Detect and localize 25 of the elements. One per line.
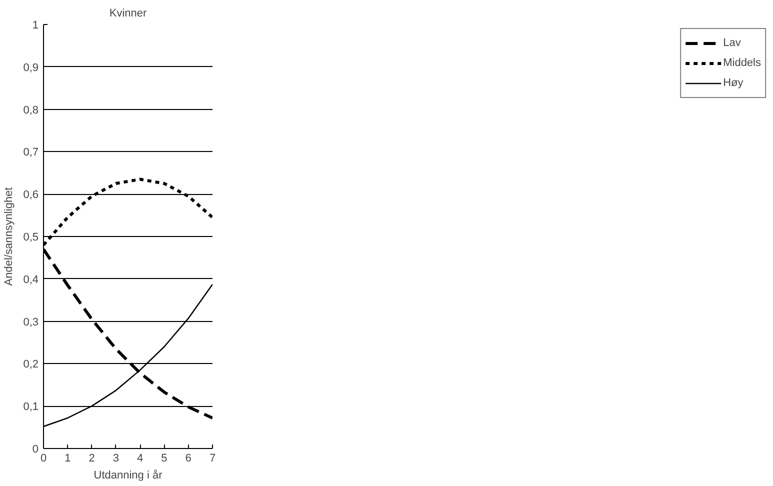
x-tick-label: 5: [161, 452, 168, 464]
y-axis-title: Andel/sannsynlighet: [3, 187, 16, 286]
y-tick-label: 0,4: [23, 274, 39, 286]
legend-label: Middels: [723, 57, 761, 69]
chart-title: Kvinner: [109, 8, 147, 20]
y-tick-label: 0,8: [23, 104, 39, 116]
legend-label: Høy: [723, 77, 744, 89]
y-tick-label: 1: [32, 20, 39, 32]
x-tick-label: 7: [209, 452, 216, 464]
y-tick-label: 0: [32, 444, 39, 456]
x-tick-label: 2: [88, 452, 95, 464]
y-tick-label: 0,2: [23, 358, 39, 371]
x-tick-label: 4: [137, 452, 144, 464]
x-tick-label: 3: [112, 452, 119, 464]
y-tick-label: 0,9: [23, 62, 39, 74]
y-tick-label: 0,1: [23, 401, 39, 414]
legend-label: Lav: [723, 37, 742, 49]
y-tick-label: 0,3: [23, 316, 39, 328]
x-tick-label: 1: [64, 452, 71, 464]
x-tick-label: 0: [40, 452, 47, 464]
y-tick-label: 0,6: [23, 189, 39, 202]
x-axis-title: Utdanning i år: [94, 470, 163, 482]
y-tick-label: 0,7: [23, 146, 39, 159]
y-tick-label: 0,5: [23, 232, 39, 244]
x-tick-label: 6: [185, 452, 192, 464]
